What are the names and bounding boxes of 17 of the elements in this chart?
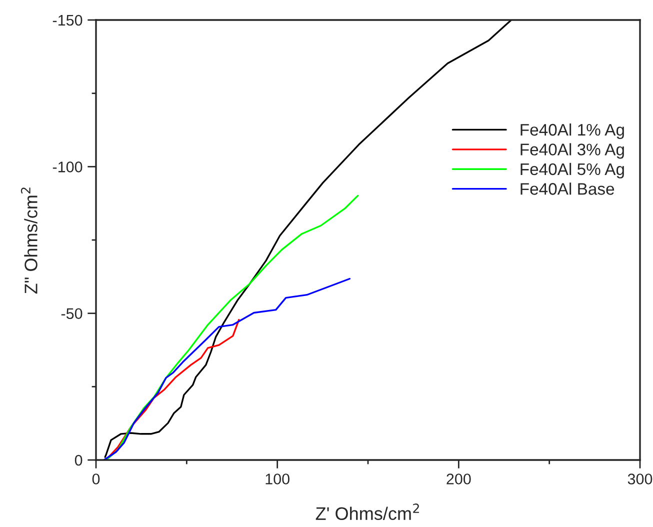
line-series bbox=[105, 194, 359, 460]
x-tick-label: 100 bbox=[266, 474, 290, 484]
x-tick-label: 200 bbox=[446, 474, 471, 484]
x-tick-label: 0 bbox=[92, 474, 100, 484]
y-axis-title: Z" Ohms/cm$^{2}$ bbox=[20, 188, 38, 294]
legend-label: Fe40Al 3% Ag bbox=[520, 143, 624, 159]
legend-label: Fe40Al 5% Ag bbox=[520, 162, 624, 178]
y-tick-label: -150 bbox=[52, 14, 82, 26]
x-tick-label: 300 bbox=[628, 474, 652, 484]
y-tick-label: -50 bbox=[61, 308, 82, 320]
legend-label: Fe40Al Base bbox=[520, 182, 614, 195]
legend-label: Fe40Al 1% Ag bbox=[520, 123, 624, 140]
y-tick-label: -100 bbox=[52, 162, 82, 172]
line-series bbox=[104, 20, 512, 458]
line-series bbox=[103, 278, 351, 460]
y-tick-label: 0 bbox=[74, 454, 82, 466]
x-axis-title: Z' Ohms/cm$^{2}$ bbox=[316, 504, 419, 520]
